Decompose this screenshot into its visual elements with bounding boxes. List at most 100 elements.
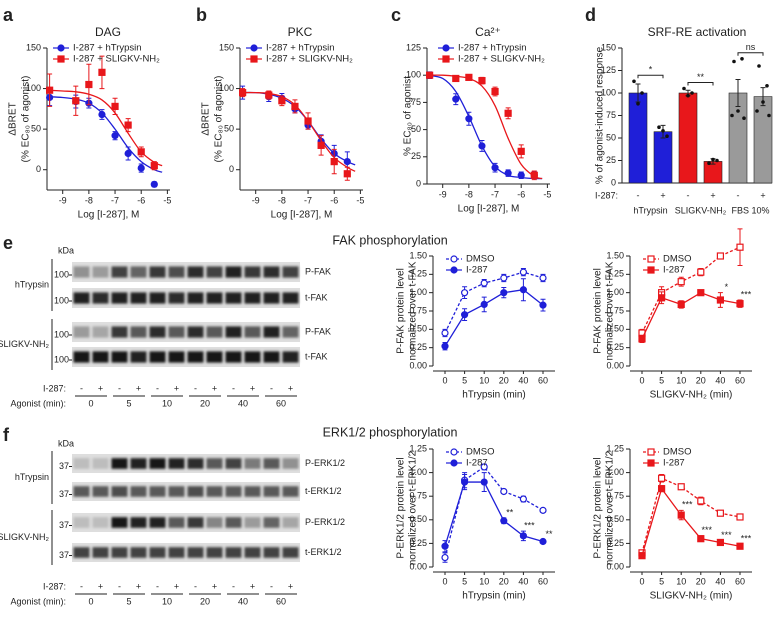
error-bar [735,79,741,107]
x-axis-title: Log [I-287], M [78,210,140,221]
x-tick-label: 0 [442,576,447,586]
blot-band [92,266,109,278]
y-tick-label: 1.25 [606,269,624,279]
legend-label: DMSO [663,447,692,458]
blot-band [111,458,128,469]
blot-band [282,517,299,528]
section-title: ERK1/2 phosphorylation [323,425,458,439]
x-tick-label: -7 [304,195,312,205]
treatment-label: + [136,581,141,591]
legend-label: I-287 + SLIGKV-NH₂ [266,54,353,65]
blot-band [282,547,299,558]
x-tick-label: - [687,190,690,200]
treatment-label: + [98,581,103,591]
y-tick-label: 50 [31,124,41,134]
fit-curve [426,74,543,180]
data-point [465,73,473,81]
x-tick-label: + [660,190,665,200]
data-point [736,542,744,550]
data-point [638,552,646,560]
blot-band [149,351,166,363]
strip-label: t-FAK [305,292,328,302]
fit-curve [46,89,163,167]
blot-band [111,547,128,558]
data-point [736,300,744,308]
x-tick-label: 60 [735,576,745,586]
error-bar [635,83,641,103]
legend-marker [57,44,65,52]
x-tick-label: -6 [517,189,525,199]
blot-band [263,486,280,497]
data-point [716,296,725,304]
data-point [150,180,158,188]
group-label: SLIGKV-NH₂ [0,532,49,542]
x-tick-label: 10 [479,576,489,586]
data-point [441,542,449,550]
blot-band [149,517,166,528]
significance-bracket [737,52,764,56]
legend-marker [250,55,258,63]
panel-letter: d [585,5,596,25]
blot-band [244,266,261,278]
data-point [707,161,711,165]
data-point [519,286,528,294]
blot-band [149,326,166,338]
blot-band [282,266,299,278]
data-point [636,102,640,106]
blot-strip [72,322,300,342]
blot-band [187,486,204,497]
data-point [517,147,525,155]
treatment-label: + [250,383,255,393]
y-tick-label: 0.50 [409,514,427,524]
blot-band [206,517,223,528]
mw-label: 100 [54,269,69,279]
kda-label: kDa [58,245,74,255]
blot-band [73,547,90,558]
blot-strip [72,454,300,473]
chart-title: PKC [288,25,313,39]
blot-band [149,486,166,497]
time-label: 0 [88,596,93,606]
y-tick-label: 100 [406,70,421,80]
time-label: 5 [126,398,131,408]
blot-band [73,517,90,528]
blot-band [92,292,109,304]
legend-label: I-287 + hTrypsin [266,43,335,54]
data-point [736,513,744,521]
y-tick-label: 150 [26,42,41,52]
x-tick-label: -9 [439,189,447,199]
panel-letter: b [196,5,207,25]
blot-band [168,547,185,558]
data-point [755,109,759,113]
treatment-label: - [156,383,159,393]
treatment-label: - [156,581,159,591]
fit-curve [239,91,356,172]
data-point [137,148,145,156]
y-tick-label: 0.25 [409,538,427,548]
data-point [530,171,538,179]
blot-band [225,547,242,558]
time-label: 20 [200,398,210,408]
blot-band [187,458,204,469]
blot-band [130,547,147,558]
x-axis-title: Log [I-287], M [458,204,520,215]
y-tick-label: 1.00 [606,287,624,297]
x-tick-label: -6 [137,195,145,205]
data-point [632,79,636,84]
blot-band [206,486,223,497]
mw-label: 37 [59,550,69,560]
data-point [682,86,686,91]
treatment-label: + [136,383,141,393]
data-point [661,129,665,133]
series-line [444,481,544,547]
data-point [480,279,488,287]
legend-marker [442,44,450,52]
blot-band [130,486,147,497]
data-point [697,535,705,543]
time-label: 10 [162,596,172,606]
data-point [697,289,705,297]
data-point [539,301,547,309]
blot-band [225,517,242,528]
y-tick-label: 0.75 [409,305,427,315]
